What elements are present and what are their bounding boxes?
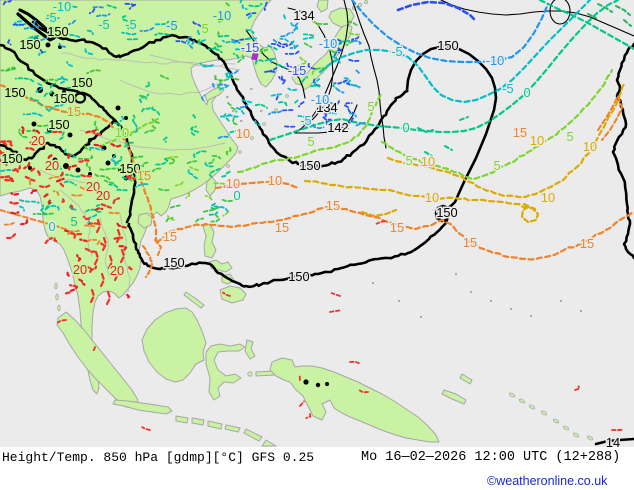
- svg-text:-10: -10: [319, 36, 338, 51]
- svg-text:150: 150: [53, 91, 74, 106]
- svg-text:20: 20: [110, 263, 124, 278]
- svg-text:0: 0: [48, 219, 55, 234]
- svg-text:20: 20: [45, 158, 59, 173]
- svg-text:-10: -10: [486, 53, 505, 68]
- svg-text:-10: -10: [311, 92, 330, 107]
- svg-text:15: 15: [580, 236, 594, 251]
- svg-text:15: 15: [326, 198, 340, 213]
- svg-text:150: 150: [436, 205, 457, 220]
- svg-text:10: 10: [226, 176, 240, 191]
- svg-text:150: 150: [48, 117, 69, 132]
- svg-text:-5: -5: [391, 44, 402, 59]
- svg-text:-10: -10: [53, 0, 72, 14]
- svg-text:20: 20: [73, 262, 87, 277]
- svg-text:150: 150: [119, 161, 140, 176]
- svg-text:134: 134: [293, 8, 314, 23]
- svg-text:150: 150: [299, 158, 320, 173]
- svg-text:-10: -10: [213, 8, 232, 23]
- svg-text:5: 5: [201, 21, 208, 36]
- svg-text:5: 5: [566, 129, 573, 144]
- svg-text:150: 150: [4, 85, 25, 100]
- svg-text:142: 142: [327, 120, 348, 135]
- svg-text:10: 10: [115, 125, 129, 140]
- svg-text:10: 10: [236, 126, 250, 141]
- svg-text:20: 20: [86, 179, 100, 194]
- svg-text:10: 10: [583, 139, 597, 154]
- svg-text:134: 134: [316, 100, 337, 115]
- svg-text:0: 0: [402, 120, 409, 135]
- svg-text:10: 10: [421, 154, 435, 169]
- svg-text:5: 5: [70, 214, 77, 229]
- svg-text:-5: -5: [502, 81, 513, 96]
- svg-text:150: 150: [1, 151, 22, 166]
- svg-text:15: 15: [137, 168, 151, 183]
- svg-text:-5: -5: [98, 17, 109, 32]
- svg-text:-5: -5: [125, 17, 136, 32]
- svg-text:10: 10: [541, 190, 555, 205]
- svg-text:15: 15: [163, 229, 177, 244]
- svg-text:10: 10: [425, 190, 439, 205]
- svg-text:5: 5: [405, 153, 412, 168]
- svg-text:-15: -15: [241, 40, 260, 55]
- svg-text:15: 15: [390, 220, 404, 235]
- svg-text:0: 0: [233, 188, 240, 203]
- svg-text:150: 150: [47, 24, 68, 39]
- svg-text:5: 5: [367, 99, 374, 114]
- svg-text:20: 20: [96, 188, 110, 203]
- svg-text:10: 10: [268, 173, 282, 188]
- svg-text:15: 15: [67, 104, 81, 119]
- svg-text:-5: -5: [300, 113, 311, 128]
- svg-text:15: 15: [463, 235, 477, 250]
- svg-text:15: 15: [513, 125, 527, 140]
- svg-text:0: 0: [523, 85, 530, 100]
- svg-text:-5: -5: [45, 10, 56, 25]
- svg-text:15: 15: [275, 220, 289, 235]
- svg-text:150: 150: [71, 75, 92, 90]
- svg-text:150: 150: [288, 269, 309, 284]
- svg-text:20: 20: [31, 133, 45, 148]
- svg-text:10: 10: [530, 133, 544, 148]
- svg-text:-5: -5: [166, 18, 177, 33]
- svg-text:150: 150: [19, 37, 40, 52]
- svg-text:150: 150: [437, 38, 458, 53]
- svg-text:5: 5: [307, 134, 314, 149]
- svg-text:-15: -15: [288, 63, 307, 78]
- svg-text:5: 5: [493, 158, 500, 173]
- svg-text:14: 14: [606, 435, 620, 447]
- svg-text:150: 150: [163, 255, 184, 270]
